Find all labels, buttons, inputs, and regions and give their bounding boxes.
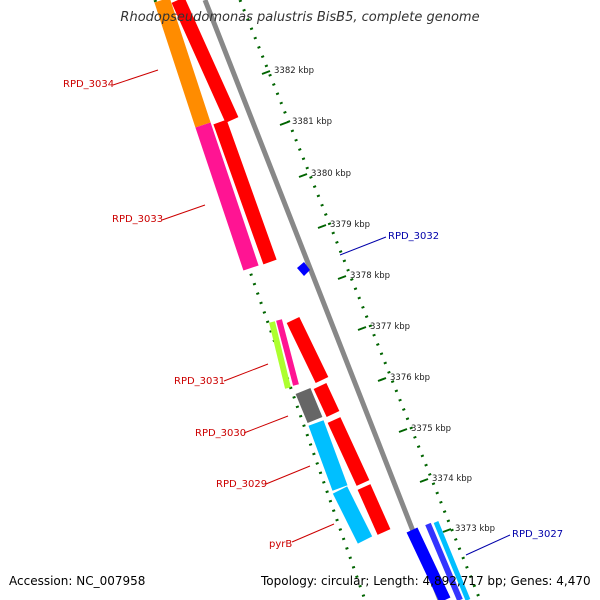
blue-gene-rpd3032 <box>297 262 310 276</box>
tick-mark <box>317 224 327 229</box>
tick-label: 3379 kbp <box>330 220 370 230</box>
blue-gene-block-2 <box>425 522 463 600</box>
tick-mark <box>261 70 271 75</box>
tick-mark <box>298 173 308 178</box>
gene-label: RPD_3030 <box>195 428 246 439</box>
gray-gene-block <box>295 387 323 424</box>
tick-label: 3374 kbp <box>432 474 472 484</box>
dotted-guide-right <box>238 0 482 600</box>
tick-label: 3382 kbp <box>274 66 314 76</box>
map-title: Rhodopseudomonas palustris BisB5, comple… <box>120 10 480 25</box>
cyan-gene-block-3 <box>433 521 471 600</box>
gene-leader-line <box>243 415 289 434</box>
tick-mark <box>377 377 387 382</box>
tick-label: 3378 kbp <box>350 271 390 281</box>
gene-leader-line <box>465 534 511 556</box>
cyan-gene-block <box>308 420 348 491</box>
gene-label: pyrB <box>269 539 292 550</box>
gene-label: RPD_3032 <box>388 231 439 242</box>
gene-label: RPD_3034 <box>63 79 114 90</box>
tick-mark <box>442 528 452 533</box>
cds-block-4 <box>313 383 340 417</box>
accession-text: Accession: NC_007958 <box>9 574 146 588</box>
tick-label: 3381 kbp <box>292 117 332 127</box>
lime-gene-block <box>269 321 291 389</box>
tick-mark <box>419 478 429 483</box>
tick-mark <box>337 275 347 280</box>
gene-leader-line <box>265 465 311 485</box>
genome-backbone <box>202 0 443 600</box>
gene-leader-line <box>112 69 159 86</box>
gene-label: RPD_3027 <box>512 529 563 540</box>
tick-label: 3380 kbp <box>311 169 351 179</box>
gene-leader-line <box>339 236 387 256</box>
gene-label: RPD_3033 <box>112 214 163 225</box>
orange-gene-block <box>154 0 211 128</box>
gene-leader-line <box>291 523 335 543</box>
cds-block-2 <box>213 119 277 265</box>
pink-gene-block <box>195 122 259 271</box>
gene-label: RPD_3031 <box>174 376 225 387</box>
tick-mark <box>398 428 408 433</box>
tick-mark <box>357 326 367 331</box>
pink-gene-block-2 <box>276 319 299 386</box>
tick-label: 3373 kbp <box>455 524 495 534</box>
gene-leader-line <box>223 363 269 382</box>
cyan-gene-block-2 <box>332 486 373 544</box>
cds-block-3 <box>286 316 329 384</box>
genome-summary-text: Topology: circular; Length: 4,892,717 bp… <box>261 574 591 588</box>
tick-label: 3376 kbp <box>390 373 430 383</box>
blue-gene-block-rpd3027 <box>406 527 451 600</box>
gene-label: RPD_3029 <box>216 479 267 490</box>
gene-leader-line <box>161 204 206 221</box>
tick-mark <box>279 121 289 126</box>
cds-block-6 <box>357 484 391 535</box>
tick-label: 3377 kbp <box>370 322 410 332</box>
cds-block-1 <box>171 0 239 123</box>
tick-label: 3375 kbp <box>411 424 451 434</box>
cds-block-5 <box>327 417 370 486</box>
